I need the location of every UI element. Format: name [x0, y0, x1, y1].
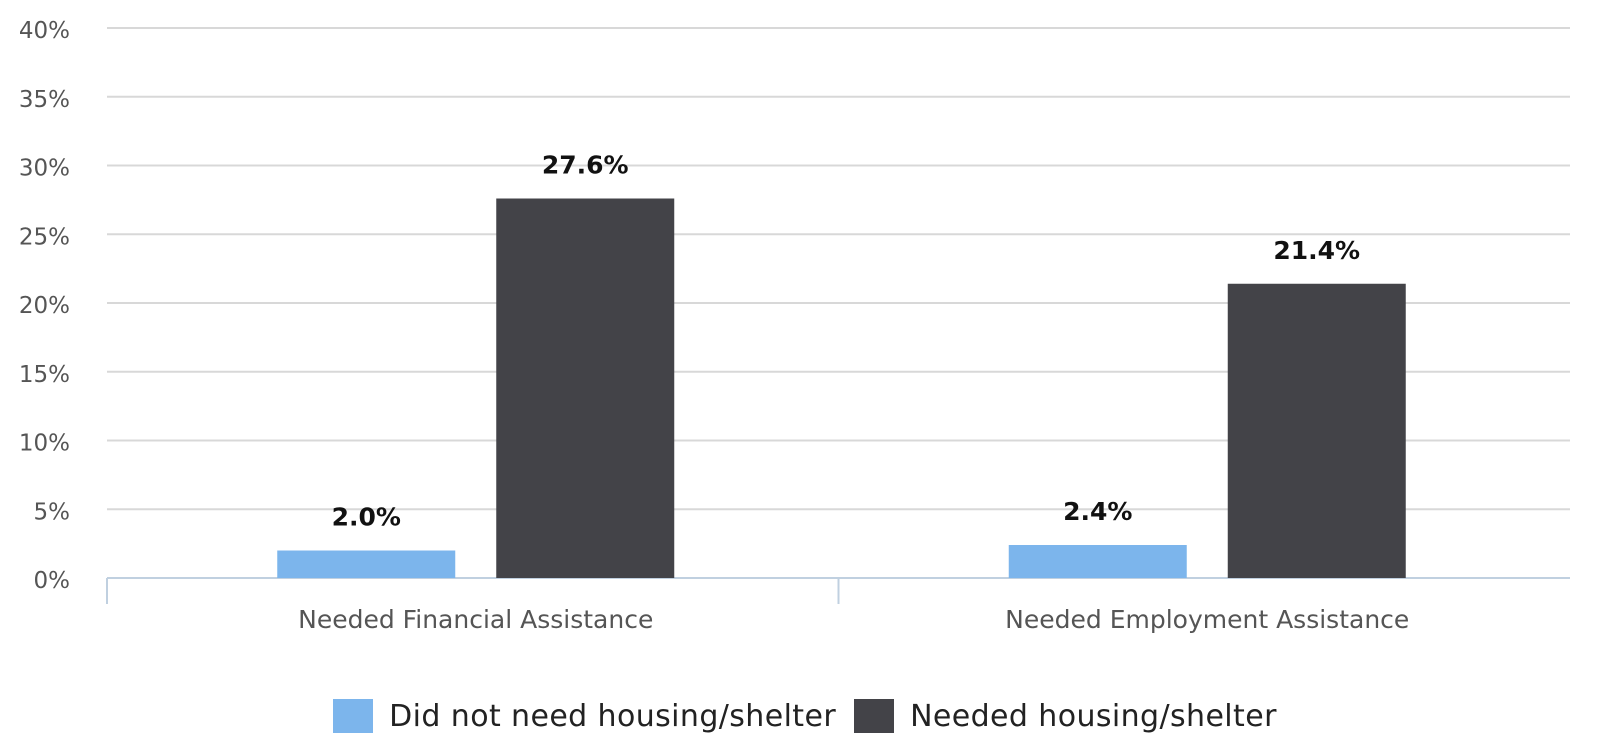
bars — [277, 198, 1406, 579]
legend[interactable]: Did not need housing/shelter Needed hous… — [0, 688, 1610, 744]
gridlines — [107, 27, 1570, 511]
y-tick-label: 25% — [19, 224, 70, 250]
data-label: 2.0% — [332, 503, 401, 532]
x-category-label: Needed Financial Assistance — [298, 605, 653, 634]
legend-swatch-did-not-need-housing — [333, 699, 374, 733]
data-labels: 2.0% 27.6% 2.4% 21.4% — [332, 151, 1361, 532]
x-category-label: Needed Employment Assistance — [1005, 605, 1409, 634]
legend-label-did-not-need-housing: Did not need housing/shelter — [389, 698, 837, 734]
bar[interactable] — [496, 198, 675, 579]
category-labels: Needed Financial Assistance Needed Employ… — [298, 605, 1409, 634]
data-label: 2.4% — [1063, 497, 1132, 526]
legend-swatch-needed-housing — [854, 699, 895, 733]
y-tick-label: 40% — [19, 18, 70, 44]
x-axis — [106, 577, 1570, 604]
y-tick-label: 10% — [19, 431, 70, 457]
bar[interactable] — [1008, 545, 1187, 578]
y-tick-label: 5% — [34, 499, 71, 525]
y-tick-label: 30% — [19, 156, 70, 182]
y-tick-label: 15% — [19, 362, 70, 388]
legend-label-needed-housing: Needed housing/shelter — [910, 698, 1277, 734]
legend-item-did-not-need-housing[interactable]: Did not need housing/shelter — [333, 699, 836, 734]
y-tick-label: 35% — [19, 87, 70, 113]
bar[interactable] — [1227, 283, 1406, 578]
data-label: 21.4% — [1273, 236, 1360, 265]
y-tick-label: 0% — [34, 568, 71, 594]
bar[interactable] — [277, 550, 456, 579]
y-tick-label: 20% — [19, 293, 70, 319]
y-axis-ticks: 0% 5% 10% 15% 20% 25% 30% 35% 40% — [19, 18, 70, 594]
data-label: 27.6% — [542, 151, 629, 180]
legend-item-needed-housing[interactable]: Needed housing/shelter — [854, 699, 1277, 734]
